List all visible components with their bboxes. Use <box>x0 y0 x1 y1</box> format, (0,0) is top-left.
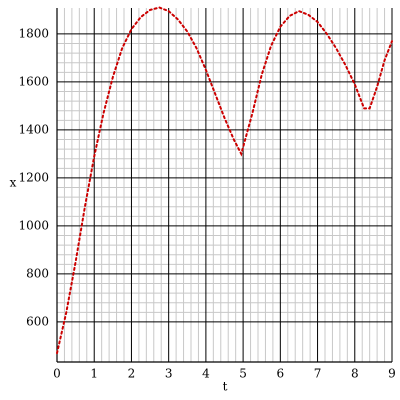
x-tick-label: 6 <box>277 367 285 381</box>
x-tick-label: 1 <box>90 367 98 381</box>
y-tick-label: 800 <box>26 266 49 280</box>
x-tick-label: 9 <box>388 367 396 381</box>
y-tick-label: 1800 <box>18 26 49 40</box>
y-tick-label: 600 <box>26 314 49 328</box>
x-axis-label: t <box>223 380 228 394</box>
data-line <box>56 6 393 355</box>
x-tick-label: 3 <box>165 367 173 381</box>
x-tick-label: 2 <box>128 367 136 381</box>
y-tick-label: 1400 <box>18 122 49 136</box>
y-tick-label: 1000 <box>18 218 49 232</box>
x-tick-label: 0 <box>53 367 61 381</box>
y-tick-label: 1600 <box>18 74 49 88</box>
y-tick-label: 1200 <box>18 170 49 184</box>
x-tick-label: 8 <box>351 367 359 381</box>
x-tick-label: 5 <box>239 367 247 381</box>
y-axis-label: x <box>10 176 17 190</box>
x-tick-label: 7 <box>314 367 322 381</box>
x-tick-label: 4 <box>202 367 210 381</box>
